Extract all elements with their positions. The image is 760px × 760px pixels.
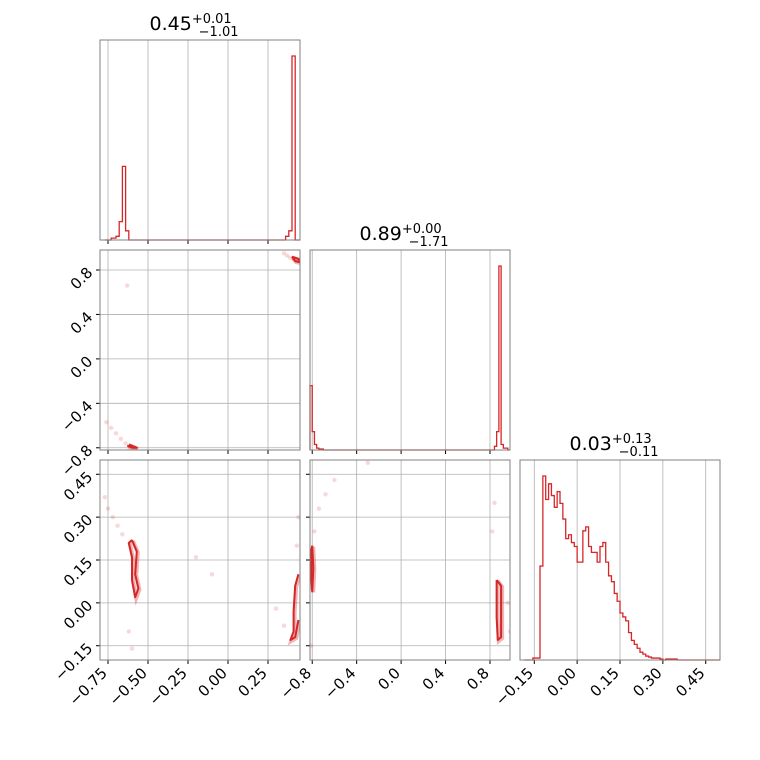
y-tick-label: 0.00 — [60, 596, 96, 632]
panel-1-0: −0.8−0.40.00.40.8 — [58, 249, 301, 480]
sample-point — [126, 629, 131, 634]
panel-background — [100, 40, 300, 240]
y-tick-label: −0.4 — [58, 397, 96, 435]
sample-point — [365, 460, 370, 466]
x-tick-label: 0.15 — [586, 664, 622, 700]
sample-point — [507, 629, 510, 634]
contour-line — [289, 574, 300, 641]
sample-point — [109, 425, 114, 430]
sample-point — [209, 572, 215, 577]
sample-point — [281, 623, 287, 628]
panel-title: 0.03+0.13 −0.11 — [570, 432, 659, 460]
panel-plot-area — [102, 494, 300, 651]
sample-point — [505, 600, 510, 606]
x-tick-label: −0.15 — [492, 664, 537, 709]
x-tick-label: 0.00 — [544, 664, 580, 700]
x-tick-label: 0.45 — [672, 664, 708, 700]
histogram-1d — [524, 475, 720, 661]
contour-line — [127, 539, 140, 599]
panel-border — [99, 459, 301, 661]
contour-line — [287, 574, 300, 646]
sample-point — [332, 477, 337, 483]
sample-point — [115, 523, 120, 528]
sample-point — [281, 251, 287, 256]
sample-point — [110, 514, 116, 520]
y-tick-label: 0.15 — [60, 554, 96, 590]
panel-title: 0.45+0.01 −1.01 — [150, 12, 239, 40]
sample-point — [104, 420, 109, 425]
sample-point — [296, 514, 300, 520]
contour-line — [495, 579, 505, 646]
sample-point — [288, 255, 293, 260]
x-tick-label: 0.4 — [419, 664, 449, 694]
panel-plot-area — [104, 251, 300, 450]
x-tick-label: 0.30 — [629, 664, 665, 700]
panel-background — [100, 250, 300, 450]
sample-point — [285, 253, 290, 258]
y-tick-label: 0.30 — [60, 511, 96, 547]
sample-point — [273, 606, 279, 611]
sample-point — [492, 500, 497, 506]
contour-line — [310, 545, 315, 593]
y-tick-label: 0.0 — [67, 353, 97, 383]
panel-border — [519, 459, 721, 661]
contour-line — [127, 539, 142, 606]
sample-point — [310, 643, 314, 648]
sample-point — [316, 506, 322, 511]
y-tick-label: 0.4 — [67, 308, 97, 338]
sample-point — [294, 543, 299, 548]
sample-point — [113, 431, 119, 436]
panel-2-2: −0.15 0.00 0.15 0.30 0.45 0.03+0.13 −0.11 — [492, 432, 721, 709]
panel-0-0: 0.45+0.01 −1.01 — [99, 12, 301, 244]
sample-point — [102, 494, 108, 500]
x-tick-label: 0.0 — [374, 664, 404, 694]
x-tick-label: 0.25 — [234, 664, 270, 700]
sample-point — [105, 506, 111, 511]
panel-1-1: 0.89+0.00 −1.71 — [309, 222, 511, 454]
contour-line — [310, 546, 317, 593]
contour-line — [495, 579, 503, 641]
panel-border — [309, 459, 511, 661]
contour-line — [127, 443, 139, 450]
y-tick-label: 0.8 — [67, 264, 97, 294]
sample-point — [118, 436, 124, 442]
x-tick-label: 0.8 — [463, 664, 493, 694]
sample-point — [490, 529, 495, 534]
panel-title: 0.89+0.00 −1.71 — [360, 222, 449, 250]
contour-line — [126, 443, 138, 449]
panel-border — [309, 249, 511, 451]
x-tick-label: −0.50 — [106, 664, 151, 709]
sample-point — [193, 554, 199, 560]
x-tick-label: −0.4 — [321, 664, 359, 702]
x-tick-label: −0.8 — [277, 664, 315, 702]
sample-point — [120, 532, 125, 537]
panel-background — [310, 250, 510, 450]
sample-point — [129, 646, 135, 651]
panel-plot-area — [310, 460, 510, 648]
sample-point — [323, 492, 328, 497]
x-tick-label: 0.00 — [194, 664, 230, 700]
contour-line — [291, 255, 300, 266]
sample-point — [312, 529, 317, 534]
contour-line — [291, 255, 300, 264]
x-tick-label: −0.25 — [146, 664, 191, 709]
panel-border — [99, 249, 301, 451]
sample-point — [125, 283, 130, 288]
panel-border — [99, 39, 301, 241]
panel-2-0: −0.75−0.50−0.25 0.00 0.25−0.150.000.150.30… — [51, 459, 301, 709]
panel-2-1: −0.8 −0.4 0.0 0.4 0.8 — [277, 459, 511, 703]
sample-point — [123, 441, 128, 446]
